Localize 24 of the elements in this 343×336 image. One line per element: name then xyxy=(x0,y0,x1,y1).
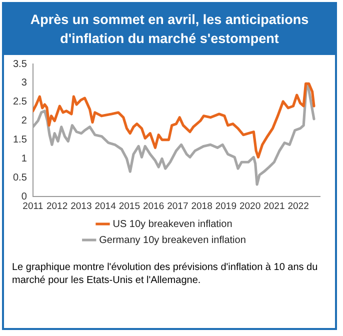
x-tick-label: 2018 xyxy=(191,200,212,212)
x-tick-label: 2013 xyxy=(70,200,92,212)
x-tick-label: 2012 xyxy=(46,200,68,212)
y-tick-label: 3.5 xyxy=(12,58,28,70)
y-tick-label: 0 xyxy=(21,191,28,202)
x-tick-label: 2015 xyxy=(118,200,140,212)
legend-label: US 10y breakeven inflation xyxy=(112,218,232,230)
x-tick-label: 2020 xyxy=(239,200,261,212)
text: Le graphique montre l'évolution des prévisions d'inflation à 10 ans du marché pour les Etats-Unis et l'Allemagne. xyxy=(12,261,319,287)
x-tick-label: 2021 xyxy=(264,200,285,212)
legend-label: Germany 10y breakeven inflation xyxy=(99,234,246,246)
x-tick-label: 2016 xyxy=(142,200,164,212)
x-tick-label: 2011 xyxy=(22,200,44,212)
y-tick-label: 1 xyxy=(21,153,28,164)
y-tick-label: 2 xyxy=(21,116,28,127)
x-tick-label: 2019 xyxy=(215,200,236,212)
y-tick-label: 1.5 xyxy=(12,134,28,146)
y-tick-label: 2.5 xyxy=(12,96,28,108)
chart-title: Après un sommet en avril, les anticipations d'inflation du marché s'estompent xyxy=(4,4,335,55)
y-tick-label: 0.5 xyxy=(12,172,28,184)
x-tick-label: 2017 xyxy=(167,200,188,212)
x-tick-label: 2014 xyxy=(94,200,116,212)
y-tick-label: 3 xyxy=(21,78,28,89)
x-tick-label: 2022 xyxy=(288,200,309,212)
